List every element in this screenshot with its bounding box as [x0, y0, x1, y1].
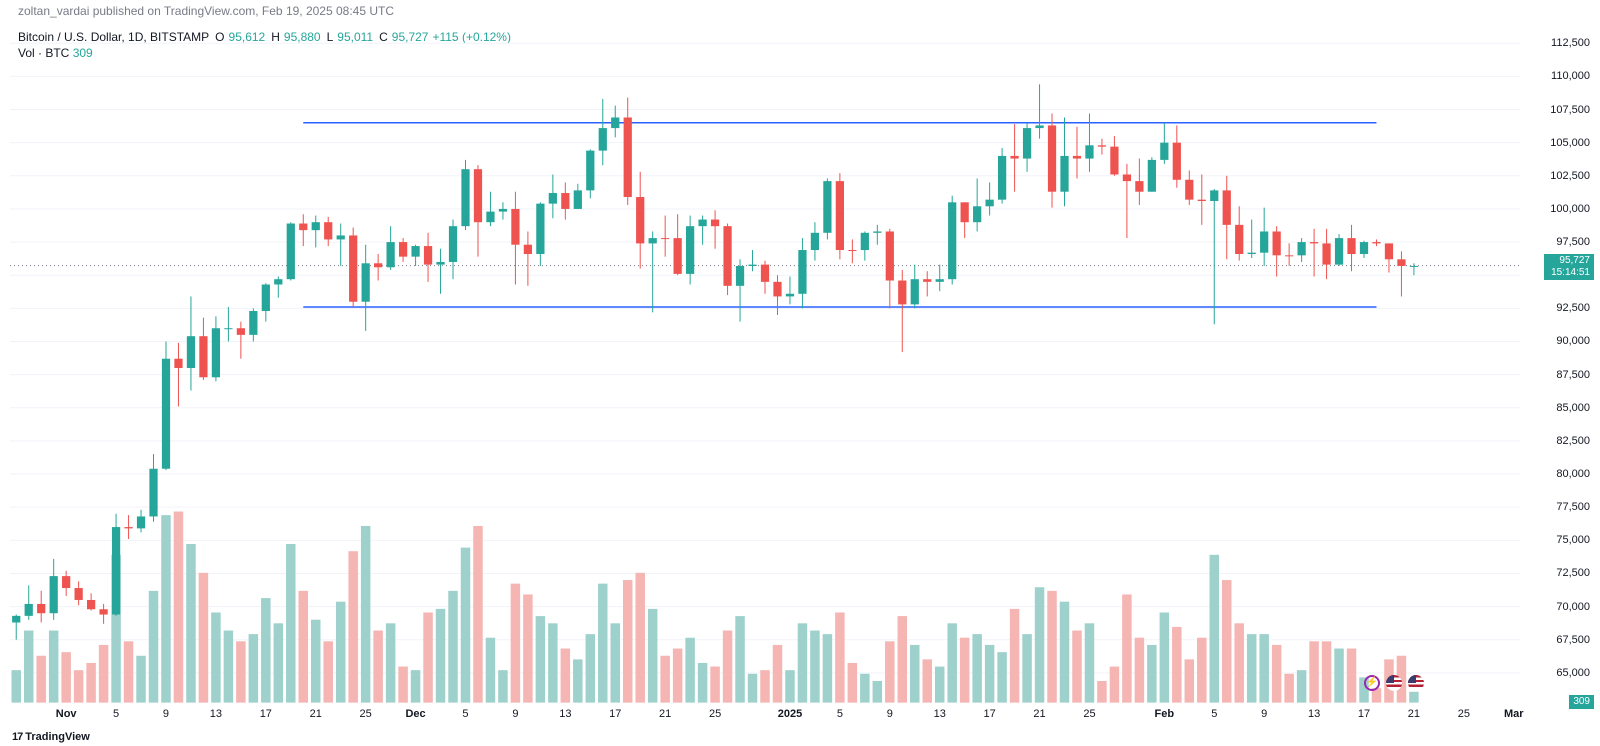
y-tick: 100,000	[1550, 203, 1590, 215]
x-tick: 9	[887, 708, 893, 720]
volume-badge-value: 309	[1569, 695, 1594, 709]
y-tick: 75,000	[1556, 534, 1590, 546]
y-tick: 87,500	[1556, 369, 1590, 381]
x-tick: 5	[1211, 708, 1217, 720]
x-tick: 13	[559, 708, 571, 720]
y-tick: 65,000	[1556, 667, 1590, 679]
us-flag-icon[interactable]	[1408, 675, 1424, 691]
x-tick: 21	[1408, 708, 1420, 720]
price-axis[interactable]: 65,000 67,500 70,000 72,500 75,000 77,500 80,0…	[1522, 30, 1600, 706]
y-tick: 110,000	[1551, 70, 1590, 82]
x-tick: 2025	[778, 708, 802, 720]
x-tick: 21	[1033, 708, 1045, 720]
tv-logo-text: TradingView	[25, 731, 90, 743]
x-tick: 13	[934, 708, 946, 720]
us-flag-icon[interactable]	[1386, 675, 1402, 691]
x-tick: 9	[1261, 708, 1267, 720]
x-tick: 5	[837, 708, 843, 720]
x-tick: 25	[709, 708, 721, 720]
x-tick: 5	[113, 708, 119, 720]
price-badge-countdown: 15:14:51	[1548, 267, 1590, 279]
y-tick: 70,000	[1556, 601, 1590, 613]
y-tick: 77,500	[1556, 501, 1590, 513]
x-tick: 13	[210, 708, 222, 720]
x-tick: 17	[1358, 708, 1370, 720]
x-tick: Feb	[1155, 708, 1175, 720]
y-tick: 90,000	[1556, 335, 1590, 347]
publish-header: zoltan_vardai published on TradingView.c…	[18, 4, 394, 18]
x-tick: 21	[310, 708, 322, 720]
y-tick: 105,000	[1550, 137, 1590, 149]
x-tick: 17	[260, 708, 272, 720]
x-tick: 9	[163, 708, 169, 720]
time-axis[interactable]: Nov 5 9 13 17 21 25 Dec 5 9 13 17 21 25 2025 5 9 13 17 21 25…	[10, 708, 1520, 728]
price-badge-value: 95,727	[1548, 255, 1590, 267]
y-tick: 67,500	[1556, 634, 1590, 646]
x-tick: 21	[659, 708, 671, 720]
y-tick: 97,500	[1556, 236, 1590, 248]
x-tick: 9	[512, 708, 518, 720]
x-tick: 25	[360, 708, 372, 720]
x-tick: 17	[609, 708, 621, 720]
x-tick: Mar	[1504, 708, 1524, 720]
y-tick: 92,500	[1556, 302, 1590, 314]
y-tick: 102,500	[1550, 170, 1590, 182]
x-tick: 13	[1308, 708, 1320, 720]
y-tick: 85,000	[1556, 402, 1590, 414]
x-tick: Nov	[56, 708, 77, 720]
y-tick: 80,000	[1556, 468, 1590, 480]
x-tick: 25	[1458, 708, 1470, 720]
event-icons-row: ⚡	[1364, 675, 1424, 691]
y-tick: 82,500	[1556, 435, 1590, 447]
tv-mark-icon: 17	[12, 731, 22, 743]
x-tick: 17	[984, 708, 996, 720]
y-tick: 72,500	[1556, 567, 1590, 579]
y-tick: 107,500	[1550, 104, 1590, 116]
chart-container: { "header": { "text": "zoltan_vardai pub…	[0, 0, 1600, 746]
y-tick: 112,500	[1551, 37, 1590, 49]
x-tick: 5	[462, 708, 468, 720]
lightning-icon[interactable]: ⚡	[1364, 675, 1380, 691]
tradingview-logo: 17TradingView	[12, 731, 90, 743]
x-tick: Dec	[405, 708, 425, 720]
x-tick: 25	[1083, 708, 1095, 720]
chart-svg	[10, 30, 1520, 706]
chart-area[interactable]	[10, 30, 1520, 706]
